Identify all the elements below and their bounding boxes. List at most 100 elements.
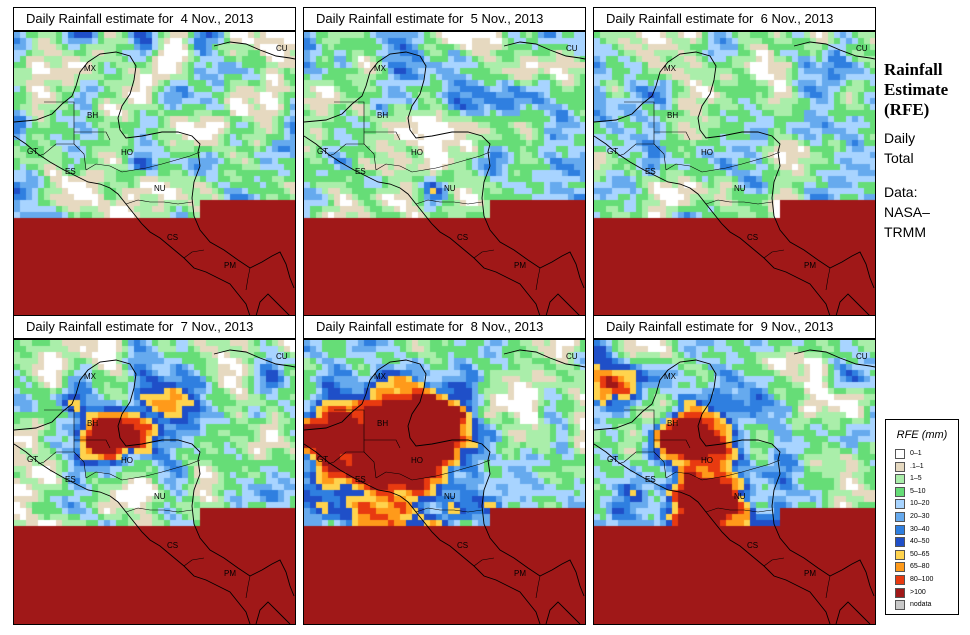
country-border [617, 101, 655, 157]
sidebar-text-line: NASA– [884, 204, 930, 220]
rainfall-map: MX CU BH GT HO ES NU CS PM [13, 31, 296, 317]
coastline [594, 51, 875, 289]
country-border [473, 557, 495, 567]
coastline-overlay: MX CU BH GT HO ES NU CS PM [14, 41, 295, 316]
country-label: MX [84, 372, 97, 381]
country-border [245, 575, 251, 599]
country-label: BH [667, 111, 678, 120]
country-label: ES [355, 167, 366, 176]
rainfall-grid [14, 340, 295, 624]
country-label: MX [84, 64, 97, 73]
legend-swatch [895, 562, 905, 573]
legend-item: 0–1 [895, 448, 955, 460]
country-border [125, 199, 193, 205]
legend-label: 10–20 [910, 500, 930, 508]
rainfall-grid [304, 32, 585, 316]
country-label: NU [734, 492, 746, 501]
legend-swatch [895, 575, 905, 585]
legend-label: >100 [910, 588, 926, 596]
coastline [213, 41, 295, 60]
panel-title: Daily Rainfall estimate for 7 Nov., 2013 [13, 315, 296, 339]
legend-item: 40–50 [895, 536, 955, 548]
country-border [74, 131, 111, 141]
sidebar-text: Daily Total Data: NASA– TRMM [884, 128, 970, 242]
legend-label: nodata [910, 601, 932, 609]
coastline [14, 443, 251, 624]
coastline [793, 41, 875, 60]
country-label: PM [804, 569, 816, 578]
legend-label: .1–1 [910, 462, 924, 470]
country-border [375, 459, 491, 481]
country-border [535, 575, 541, 599]
country-border [363, 451, 377, 479]
country-border [535, 267, 541, 291]
coastline [503, 41, 585, 60]
country-label: CS [457, 233, 468, 242]
country-label: PM [804, 261, 816, 270]
coastline [304, 359, 585, 597]
legend-swatch [895, 587, 905, 598]
country-label: GT [27, 455, 38, 464]
coastline [545, 293, 581, 316]
legend-item: 20–30 [895, 511, 955, 523]
country-border [183, 557, 205, 567]
country-label: CU [566, 352, 578, 361]
coastline [594, 359, 875, 597]
country-label: NU [734, 184, 746, 193]
legend-swatch [895, 474, 905, 485]
country-border [763, 557, 785, 567]
legend-swatch [895, 537, 905, 548]
legend-item: >100 [895, 587, 955, 599]
country-label: HO [121, 456, 133, 465]
coastline [255, 293, 291, 316]
rainfall-map: MX CU BH GT HO ES NU CS PM [593, 31, 876, 317]
country-border [763, 249, 785, 259]
country-label: BH [377, 419, 388, 428]
country-label: GT [317, 147, 328, 156]
legend-label: 1–5 [910, 475, 922, 483]
legend-item: 30–40 [895, 524, 955, 536]
country-border [245, 267, 251, 291]
country-label: PM [514, 261, 526, 270]
country-border [665, 459, 781, 481]
legend-label: 5–10 [910, 487, 926, 495]
coastline [14, 359, 295, 597]
panel-title: Daily Rainfall estimate for 6 Nov., 2013 [593, 7, 876, 31]
legend-label: 50–65 [910, 550, 930, 558]
country-border [705, 199, 773, 205]
country-label: BH [87, 419, 98, 428]
country-label: CS [747, 541, 758, 550]
coastline [304, 51, 585, 289]
panel-title: Daily Rainfall estimate for 9 Nov., 2013 [593, 315, 876, 339]
country-border [415, 199, 483, 205]
legend-label: 65–80 [910, 563, 930, 571]
country-label: PM [224, 569, 236, 578]
country-label: CU [856, 44, 868, 53]
country-border [37, 101, 75, 157]
country-label: GT [607, 455, 618, 464]
coastline-overlay: MX CU BH GT HO ES NU CS PM [594, 349, 875, 624]
legend-swatch [895, 549, 905, 560]
country-border [73, 451, 87, 479]
country-label: ES [65, 167, 76, 176]
country-label: ES [645, 167, 656, 176]
legend-item: nodata [895, 599, 955, 611]
country-border [73, 143, 87, 171]
country-label: ES [645, 475, 656, 484]
country-label: ES [355, 475, 366, 484]
country-border [183, 249, 205, 259]
country-label: GT [27, 147, 38, 156]
legend-item: .1–1 [895, 461, 955, 473]
country-label: NU [444, 492, 456, 501]
sidebar-title-line: Rainfall [884, 60, 943, 79]
rainfall-grid [594, 32, 875, 316]
coastline [255, 601, 291, 624]
country-label: CS [167, 233, 178, 242]
country-border [705, 507, 773, 513]
country-label: ES [65, 475, 76, 484]
country-label: BH [377, 111, 388, 120]
coastline [594, 443, 831, 624]
sidebar-text-line: Total [884, 150, 914, 166]
country-label: PM [224, 261, 236, 270]
legend-item: 65–80 [895, 561, 955, 573]
